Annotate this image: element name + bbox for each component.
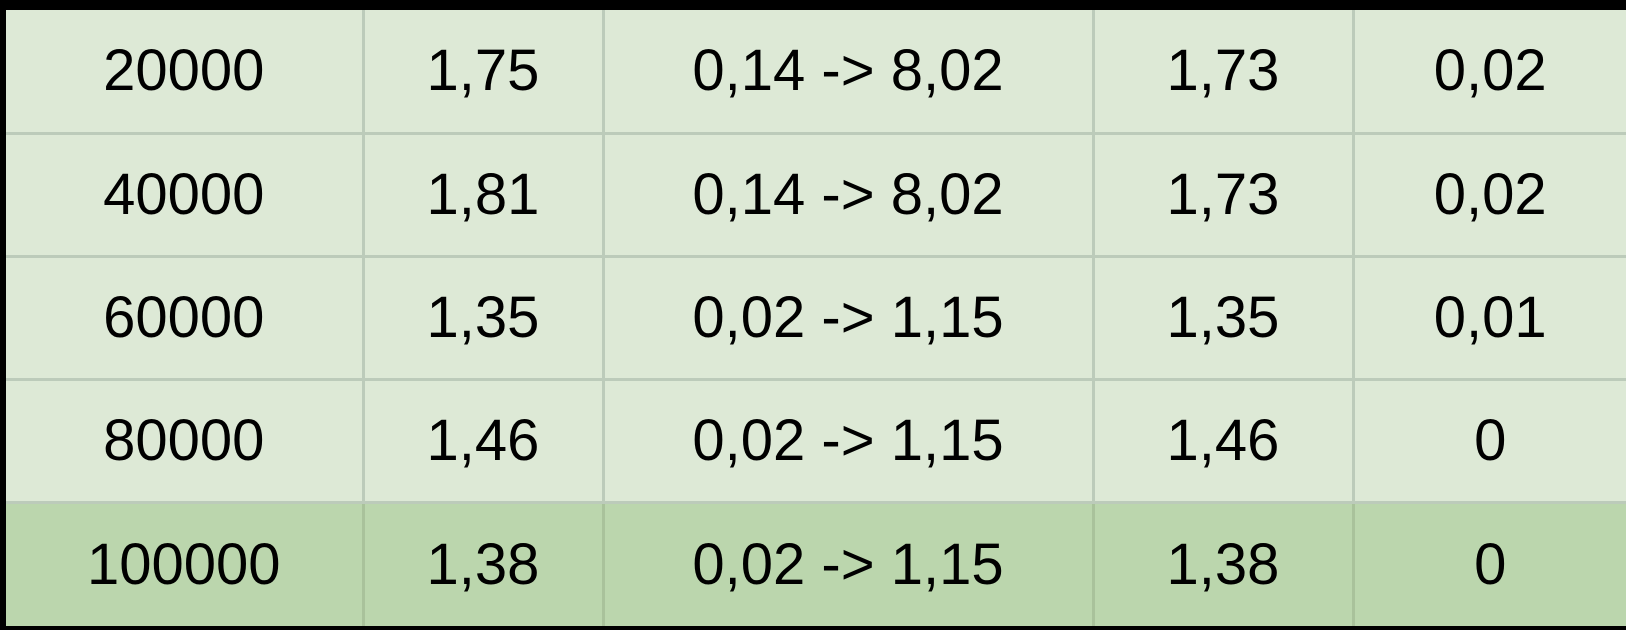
table-cell: 0,02 -> 1,15 bbox=[601, 378, 1095, 505]
table-row: 80000 1,46 0,02 -> 1,15 1,46 0 bbox=[6, 378, 1626, 505]
table-cell: 80000 bbox=[6, 378, 365, 505]
table-row: 20000 1,75 0,14 -> 8,02 1,73 0,02 bbox=[6, 10, 1626, 135]
table-cell: 0,01 bbox=[1351, 254, 1626, 382]
table-cell: 0,02 -> 1,15 bbox=[601, 254, 1095, 382]
table-cell: 1,81 bbox=[361, 131, 605, 258]
table-cell: 1,35 bbox=[361, 254, 605, 382]
table-cell: 100000 bbox=[6, 501, 365, 626]
table-cell: 0 bbox=[1351, 501, 1626, 626]
table-cell: 0,14 -> 8,02 bbox=[601, 131, 1095, 258]
table-cell: 0 bbox=[1351, 378, 1626, 505]
table-cell: 1,35 bbox=[1091, 254, 1355, 382]
table-cell: 1,75 bbox=[361, 10, 605, 135]
table-cell: 1,46 bbox=[1091, 378, 1355, 505]
table-cell: 1,38 bbox=[1091, 501, 1355, 626]
table-cell: 40000 bbox=[6, 131, 365, 258]
table-cell: 1,73 bbox=[1091, 10, 1355, 135]
table-cell: 0,02 -> 1,15 bbox=[601, 501, 1095, 626]
table-cell: 1,73 bbox=[1091, 131, 1355, 258]
table-row-highlighted: 100000 1,38 0,02 -> 1,15 1,38 0 bbox=[6, 501, 1626, 626]
table-cell: 1,38 bbox=[361, 501, 605, 626]
table-cell: 0,02 bbox=[1351, 10, 1626, 135]
table-cell: 60000 bbox=[6, 254, 365, 382]
table-cell: 1,46 bbox=[361, 378, 605, 505]
table-cell: 0,14 -> 8,02 bbox=[601, 10, 1095, 135]
table-cell: 20000 bbox=[6, 10, 365, 135]
data-table: 20000 1,75 0,14 -> 8,02 1,73 0,02 40000 … bbox=[6, 10, 1626, 626]
table-cell: 0,02 bbox=[1351, 131, 1626, 258]
table-row: 40000 1,81 0,14 -> 8,02 1,73 0,02 bbox=[6, 131, 1626, 258]
table-row: 60000 1,35 0,02 -> 1,15 1,35 0,01 bbox=[6, 254, 1626, 382]
